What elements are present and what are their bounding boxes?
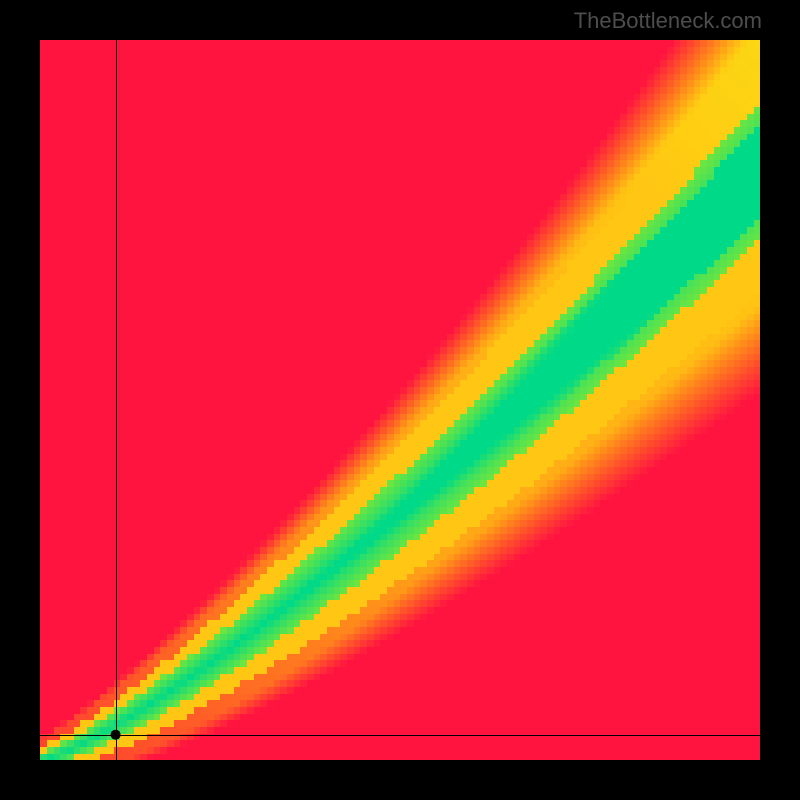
watermark-text: TheBottleneck.com <box>574 8 762 34</box>
chart-container: TheBottleneck.com <box>0 0 800 800</box>
plot-area <box>40 40 760 760</box>
bottleneck-heatmap <box>40 40 760 760</box>
